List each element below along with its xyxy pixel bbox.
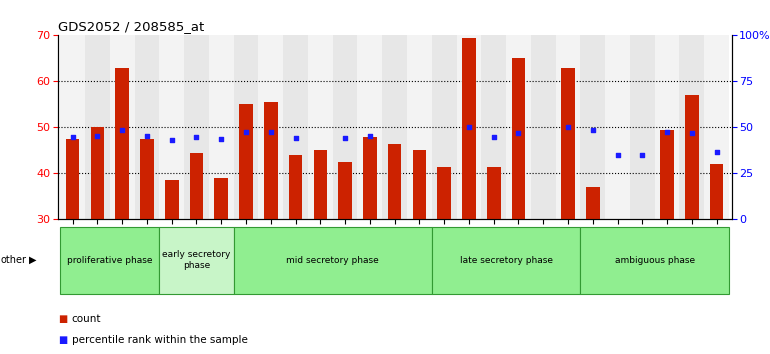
Point bbox=[190, 134, 203, 139]
Text: ▶: ▶ bbox=[29, 255, 37, 265]
Text: early secretory
phase: early secretory phase bbox=[162, 251, 231, 270]
Bar bbox=[65, 139, 79, 219]
Text: late secretory phase: late secretory phase bbox=[460, 256, 553, 265]
Bar bbox=[432, 35, 457, 219]
Bar bbox=[209, 35, 233, 219]
Text: GDS2052 / 208585_at: GDS2052 / 208585_at bbox=[58, 20, 204, 33]
Bar bbox=[289, 155, 303, 219]
Text: mid secretory phase: mid secretory phase bbox=[286, 256, 379, 265]
Bar bbox=[481, 35, 506, 219]
Bar bbox=[165, 181, 179, 219]
Bar bbox=[605, 35, 630, 219]
Point bbox=[290, 136, 302, 141]
Bar bbox=[233, 227, 432, 294]
Bar bbox=[91, 127, 104, 219]
Point bbox=[711, 149, 723, 155]
Point bbox=[215, 137, 227, 142]
Bar bbox=[462, 38, 476, 219]
Bar bbox=[388, 143, 401, 219]
Bar bbox=[60, 227, 159, 294]
Text: proliferative phase: proliferative phase bbox=[67, 256, 152, 265]
Bar bbox=[432, 227, 581, 294]
Bar bbox=[457, 35, 481, 219]
Point bbox=[587, 127, 599, 133]
Bar bbox=[338, 162, 352, 219]
Bar bbox=[308, 35, 333, 219]
Point bbox=[265, 129, 277, 135]
Bar bbox=[710, 164, 724, 219]
Bar bbox=[116, 68, 129, 219]
Bar bbox=[159, 35, 184, 219]
Bar bbox=[382, 35, 407, 219]
Bar bbox=[140, 139, 154, 219]
Bar bbox=[85, 35, 110, 219]
Point bbox=[636, 152, 648, 158]
Point bbox=[363, 133, 376, 138]
Bar bbox=[705, 35, 729, 219]
Bar bbox=[189, 153, 203, 219]
Bar bbox=[110, 35, 135, 219]
Bar bbox=[313, 150, 327, 219]
Bar bbox=[586, 187, 600, 219]
Bar bbox=[437, 166, 451, 219]
Bar bbox=[413, 150, 427, 219]
Bar bbox=[407, 35, 432, 219]
Bar bbox=[259, 35, 283, 219]
Bar bbox=[363, 137, 377, 219]
Bar bbox=[135, 35, 159, 219]
Bar bbox=[233, 35, 259, 219]
Bar bbox=[159, 227, 233, 294]
Point bbox=[166, 137, 178, 143]
Point bbox=[512, 130, 524, 136]
Bar bbox=[357, 35, 382, 219]
Point bbox=[661, 129, 673, 135]
Bar bbox=[556, 35, 581, 219]
Point bbox=[91, 133, 103, 138]
Bar bbox=[264, 102, 278, 219]
Bar bbox=[60, 35, 85, 219]
Point bbox=[141, 133, 153, 138]
Bar bbox=[537, 219, 550, 240]
Bar bbox=[214, 178, 228, 219]
Text: percentile rank within the sample: percentile rank within the sample bbox=[72, 335, 247, 345]
Bar bbox=[581, 35, 605, 219]
Point bbox=[487, 134, 500, 139]
Text: ■: ■ bbox=[58, 335, 67, 345]
Bar bbox=[561, 68, 575, 219]
Bar bbox=[283, 35, 308, 219]
Bar bbox=[333, 35, 357, 219]
Bar bbox=[531, 35, 556, 219]
Text: ■: ■ bbox=[58, 314, 67, 324]
Bar bbox=[611, 219, 624, 261]
Bar bbox=[506, 35, 531, 219]
Point bbox=[463, 124, 475, 129]
Point bbox=[562, 124, 574, 129]
Point bbox=[611, 152, 624, 158]
Text: ambiguous phase: ambiguous phase bbox=[614, 256, 695, 265]
Point bbox=[686, 130, 698, 136]
Bar bbox=[581, 227, 729, 294]
Bar bbox=[184, 35, 209, 219]
Point bbox=[66, 134, 79, 139]
Bar bbox=[511, 58, 525, 219]
Bar bbox=[679, 35, 705, 219]
Point bbox=[116, 127, 129, 133]
Bar bbox=[685, 95, 698, 219]
Point bbox=[339, 135, 351, 141]
Text: count: count bbox=[72, 314, 101, 324]
Point bbox=[239, 129, 252, 135]
Bar bbox=[635, 219, 649, 245]
Bar bbox=[661, 130, 674, 219]
Bar bbox=[487, 166, 500, 219]
Text: other: other bbox=[1, 255, 27, 265]
Bar bbox=[654, 35, 679, 219]
Bar bbox=[239, 104, 253, 219]
Bar bbox=[630, 35, 654, 219]
